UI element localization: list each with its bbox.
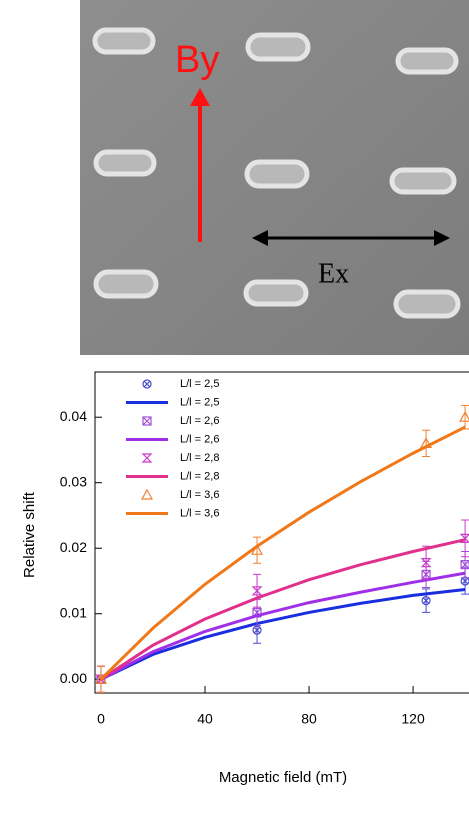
marker-cross [461,577,469,585]
marker-cross [253,626,261,634]
marker [252,625,262,635]
ex-label: Ex [318,258,349,289]
y-tick-label: 0.00 [60,670,87,686]
blob [389,167,457,195]
marker-hourglass [141,453,153,463]
marker-cross [143,380,151,388]
marker [141,453,153,463]
legend-label: L/l = 2,6 [180,433,219,445]
error-bar [422,429,431,458]
error-bar [96,665,105,693]
legend-label: L/l = 2,8 [180,452,219,464]
marker-circle [252,625,262,635]
marker-hourglass [420,558,432,568]
blob [93,269,159,299]
plot-frame [94,371,469,694]
x-tick-label: 0 [97,711,105,727]
blob [393,289,461,319]
marker [420,558,432,568]
by-arrowhead [190,88,210,106]
fit-line [99,425,466,681]
blob [93,149,157,177]
marker-square [460,559,469,570]
y-axis-label: Relative shift [21,491,38,578]
marker [251,586,263,596]
marker-hourglass [251,586,263,596]
marker-square [142,416,152,426]
error-bar [253,536,262,564]
blob [243,279,309,307]
x-tick-label: 40 [197,711,213,727]
marker-triangle [140,488,154,500]
fit-line [100,588,466,681]
nanostructures [92,27,461,319]
chart: 0 40 80 120 0.00 0.01 0.02 0.03 0.04 Magnetic fie… [21,371,469,786]
by-label: By [175,39,219,81]
blob [245,32,311,62]
marker-circle [421,596,431,606]
sem-image: By Ex [80,0,469,355]
x-axis-label: Magnetic field (mT) [219,769,347,786]
legend-label: L/l = 2,5 [180,378,219,390]
y-tick-label: 0.04 [60,408,87,424]
marker-cross [422,597,430,604]
legend-label: L/l = 2,8 [180,470,219,482]
legend-label: L/l = 3,6 [180,507,219,519]
legend-label: L/l = 2,6 [180,415,219,427]
marker [459,533,469,543]
plot-area [95,404,469,693]
legend-label: L/l = 3,6 [180,489,219,501]
fit-line [100,538,466,681]
x-tick-label: 80 [301,711,317,727]
marker-circle [142,379,152,389]
marker-cross [142,416,152,426]
marker [459,410,469,422]
legend-label: L/l = 2,5 [180,396,219,408]
marker [460,559,469,570]
x-tick-label: 120 [401,711,425,727]
blob [244,159,310,189]
marker-hourglass [459,533,469,543]
blob [92,27,156,55]
marker [421,596,431,606]
y-tick-label: 0.01 [60,604,87,620]
marker-triangle [459,410,469,422]
y-tick-label: 0.03 [60,473,87,489]
fit-line [100,571,466,681]
blob [395,47,459,75]
marker [142,416,152,426]
marker-cross [460,560,469,570]
marker [140,488,154,500]
y-tick-label: 0.02 [60,539,87,555]
marker [142,379,152,389]
